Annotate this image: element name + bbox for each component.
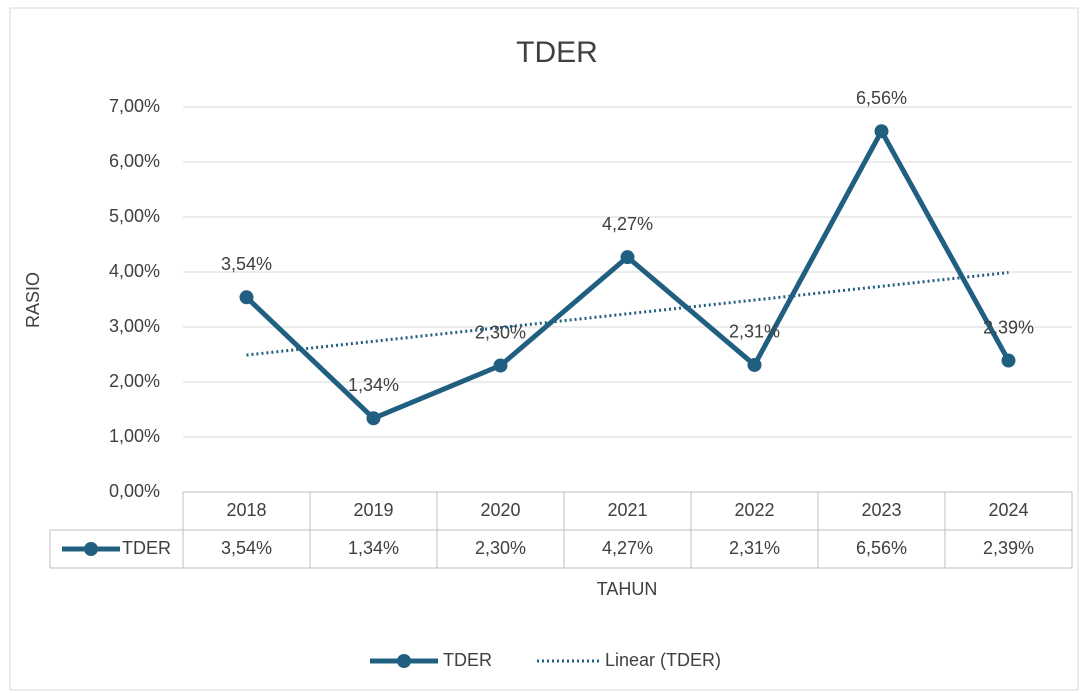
data-label: 3,54% (221, 254, 272, 274)
data-label: 2,30% (475, 322, 526, 342)
x-tick-label: 2021 (607, 500, 647, 520)
table-legend-key (84, 542, 98, 556)
table-value: 2,30% (475, 538, 526, 558)
x-tick-label: 2023 (861, 500, 901, 520)
marker (874, 124, 889, 139)
marker (493, 358, 508, 373)
y-tick-label: 6,00% (109, 151, 160, 171)
legend-label: TDER (443, 650, 492, 670)
table-value: 2,31% (729, 538, 780, 558)
x-tick-label: 2018 (226, 500, 266, 520)
table-value: 4,27% (602, 538, 653, 558)
y-axis-title: RASIO (23, 272, 43, 328)
data-label: 2,31% (729, 322, 780, 342)
table-value: 2,39% (983, 538, 1034, 558)
y-tick-label: 4,00% (109, 261, 160, 281)
data-label: 6,56% (856, 88, 907, 108)
legend-key (397, 654, 411, 668)
y-tick-label: 5,00% (109, 206, 160, 226)
y-tick-label: 7,00% (109, 96, 160, 116)
y-tick-label: 1,00% (109, 426, 160, 446)
x-axis-title: TAHUN (597, 579, 658, 599)
marker (620, 250, 635, 265)
x-tick-label: 2020 (480, 500, 520, 520)
table-value: 1,34% (348, 538, 399, 558)
data-label: 1,34% (348, 375, 399, 395)
marker (747, 357, 762, 372)
chart-border (9, 7, 1079, 691)
legend-label: Linear (TDER) (605, 650, 721, 670)
y-tick-label: 3,00% (109, 316, 160, 336)
y-tick-label: 2,00% (109, 371, 160, 391)
data-label: 4,27% (602, 214, 653, 234)
marker (1001, 353, 1016, 368)
marker (239, 290, 254, 305)
table-series-name: TDER (122, 538, 171, 558)
x-tick-label: 2024 (988, 500, 1028, 520)
marker (366, 411, 381, 426)
table-value: 6,56% (856, 538, 907, 558)
chart-title: TDER (516, 36, 598, 69)
data-label: 2,39% (983, 317, 1034, 337)
table-value: 3,54% (221, 538, 272, 558)
x-tick-label: 2019 (353, 500, 393, 520)
x-tick-label: 2022 (734, 500, 774, 520)
y-tick-label: 0,00% (109, 481, 160, 501)
